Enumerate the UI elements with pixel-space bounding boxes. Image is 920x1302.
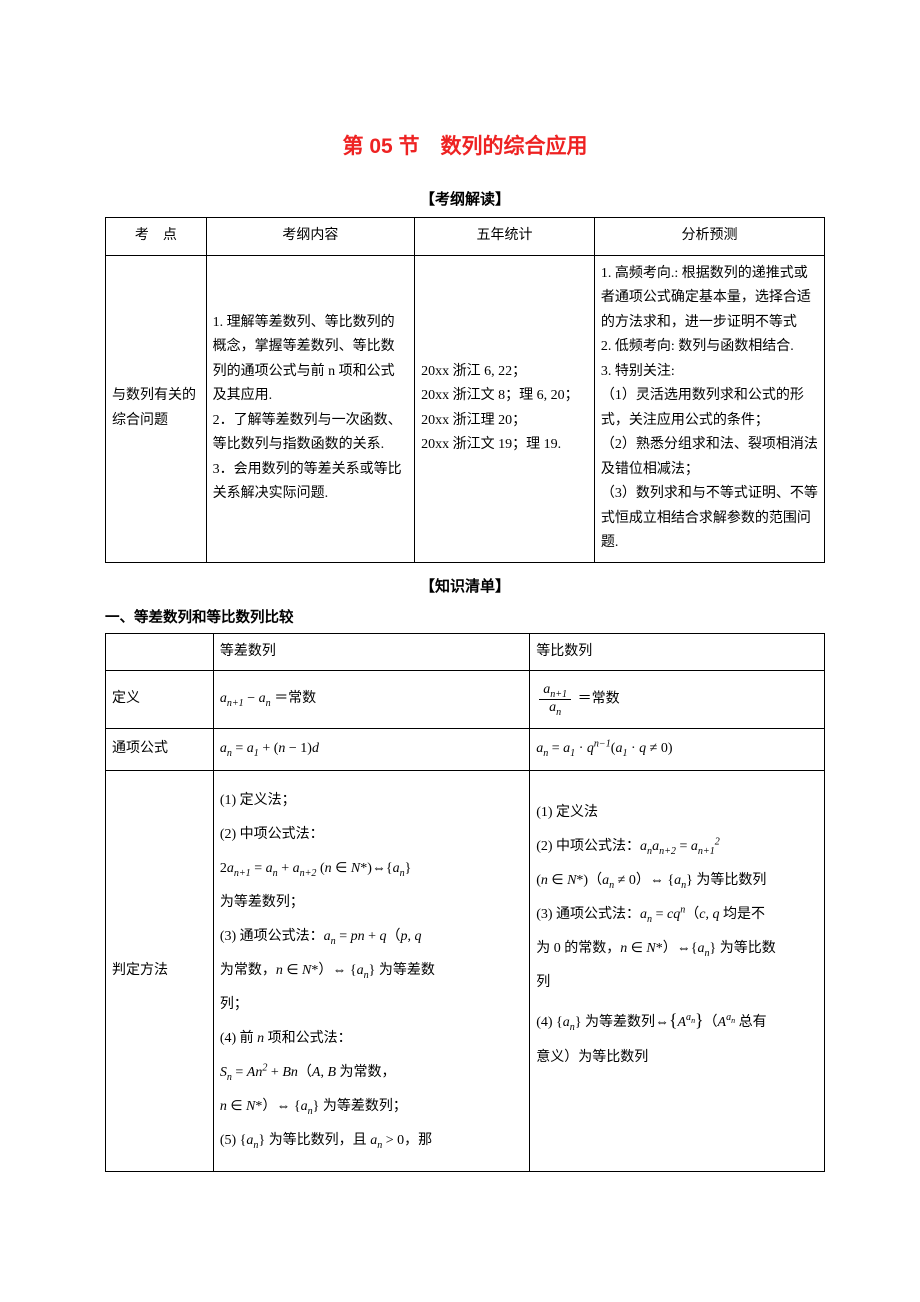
cell-geom-def: an+1an ＝常数: [530, 671, 825, 729]
th-blank: [106, 633, 214, 671]
th-analysis: 分析预测: [594, 218, 824, 256]
th-stats: 五年统计: [415, 218, 595, 256]
cell-arith-judge: (1) 定义法； (2) 中项公式法： 2an+1 = an + an+2 (n…: [213, 771, 529, 1172]
row-judge-method: 判定方法 (1) 定义法； (2) 中项公式法： 2an+1 = an + an…: [106, 771, 825, 1172]
th-content: 考纲内容: [206, 218, 415, 256]
chapter-title: 第 05 节 数列的综合应用: [105, 130, 825, 160]
comparison-table: 等差数列 等比数列 定义 an+1 − an ＝常数 an+1an ＝常数 通项…: [105, 633, 825, 1173]
cell-topic: 与数列有关的综合问题: [106, 255, 207, 562]
cell-geom-judge: (1) 定义法 (2) 中项公式法：anan+2 = an+12 (n ∈ N*…: [530, 771, 825, 1172]
cell-arith-gen: an = a1 + (n − 1)d: [213, 729, 529, 771]
sub-heading-comparison: 一、等差数列和等比数列比较: [105, 606, 825, 627]
page: 第 05 节 数列的综合应用 【考纲解读】 考 点 考纲内容 五年统计 分析预测…: [0, 0, 920, 1302]
table-header-row: 等差数列 等比数列: [106, 633, 825, 671]
section-exam-label: 【考纲解读】: [105, 188, 825, 209]
cell-arith-def: an+1 − an ＝常数: [213, 671, 529, 729]
cell-geom-gen: an = a1 · qn−1(a1 · q ≠ 0): [530, 729, 825, 771]
th-arith: 等差数列: [213, 633, 529, 671]
table-row: 与数列有关的综合问题 1. 理解等差数列、等比数列的概念，掌握等差数列、等比数列…: [106, 255, 825, 562]
table-header-row: 考 点 考纲内容 五年统计 分析预测: [106, 218, 825, 256]
cell-content: 1. 理解等差数列、等比数列的概念，掌握等差数列、等比数列的通项公式与前 n 项…: [206, 255, 415, 562]
section-knowledge-label: 【知识清单】: [105, 575, 825, 596]
cell-label-gen: 通项公式: [106, 729, 214, 771]
cell-analysis: 1. 高频考向.: 根据数列的递推式或者通项公式确定基本量，选择合适的方法求和，…: [594, 255, 824, 562]
cell-label-judge: 判定方法: [106, 771, 214, 1172]
row-general-term: 通项公式 an = a1 + (n − 1)d an = a1 · qn−1(a…: [106, 729, 825, 771]
th-geom: 等比数列: [530, 633, 825, 671]
cell-label-def: 定义: [106, 671, 214, 729]
th-topic: 考 点: [106, 218, 207, 256]
row-definition: 定义 an+1 − an ＝常数 an+1an ＝常数: [106, 671, 825, 729]
exam-outline-table: 考 点 考纲内容 五年统计 分析预测 与数列有关的综合问题 1. 理解等差数列、…: [105, 217, 825, 563]
cell-stats: 20xx 浙江 6, 22； 20xx 浙江文 8；理 6, 20； 20xx …: [415, 255, 595, 562]
